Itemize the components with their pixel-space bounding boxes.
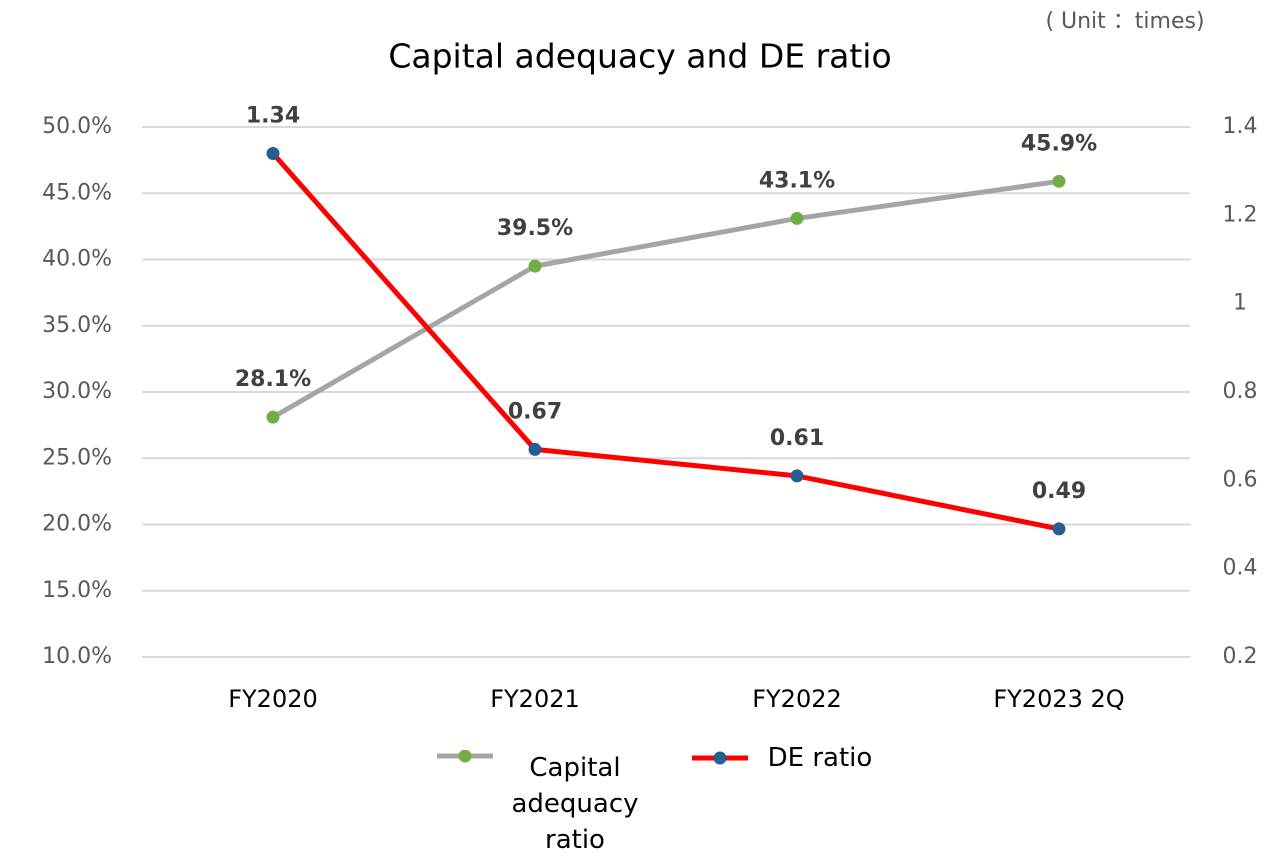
y2-tick-label: 0.4 xyxy=(1223,556,1258,581)
legend-item: Capital adequacy ratio xyxy=(435,750,655,858)
x-tick-label: FY2021 xyxy=(490,685,580,713)
chart-title: Capital adequacy and DE ratio xyxy=(388,37,891,76)
legend-label: Capital adequacy ratio xyxy=(511,753,639,855)
point xyxy=(1052,522,1066,536)
data-label: 1.34 xyxy=(246,104,300,129)
y-tick-label: 20.0% xyxy=(42,512,112,537)
legend-swatch xyxy=(692,751,748,765)
series-line xyxy=(271,178,1060,420)
unit-note: ( Unit ：times) xyxy=(1045,9,1204,34)
y-tick-label: 35.0% xyxy=(42,313,112,338)
point xyxy=(266,410,280,424)
y2-tick-label: 1.4 xyxy=(1223,114,1258,139)
point xyxy=(266,147,280,160)
x-tick-label: FY2020 xyxy=(228,685,318,713)
point xyxy=(790,211,804,225)
point xyxy=(1052,174,1066,188)
y-tick-label: 45.0% xyxy=(42,180,112,205)
data-label: 43.1% xyxy=(759,168,835,193)
y-tick-label: 25.0% xyxy=(42,445,112,470)
y2-tick-label: 1 xyxy=(1233,291,1247,316)
y-tick-label: 30.0% xyxy=(42,379,112,404)
y-tick-label: 10.0% xyxy=(42,644,112,669)
legend-marker xyxy=(458,750,472,763)
data-label: 45.9% xyxy=(1021,131,1097,156)
legend-label: DE ratio xyxy=(767,743,873,773)
y-tick-label: 15.0% xyxy=(42,578,112,603)
y2-tick-label: 0.2 xyxy=(1223,644,1258,669)
legend-swatch xyxy=(437,750,493,763)
legend-marker xyxy=(713,751,727,765)
data-label: 0.49 xyxy=(1032,479,1086,504)
data-label: 39.5% xyxy=(497,216,573,241)
point xyxy=(528,442,542,456)
point xyxy=(528,259,542,273)
series-line xyxy=(271,151,1060,532)
data-label: 28.1% xyxy=(235,367,311,392)
point xyxy=(790,469,804,483)
y-tick-label: 50.0% xyxy=(42,114,112,139)
y2-tick-label: 0.6 xyxy=(1223,467,1258,492)
x-tick-label: FY2023 2Q xyxy=(993,685,1124,713)
x-tick-label: FY2022 xyxy=(752,685,842,713)
data-label: 0.67 xyxy=(508,399,562,424)
legend-item: DE ratio xyxy=(690,740,890,776)
y2-tick-label: 0.8 xyxy=(1223,379,1258,404)
data-label: 0.61 xyxy=(770,426,824,451)
y2-tick-label: 1.2 xyxy=(1223,202,1258,227)
y-tick-label: 40.0% xyxy=(42,247,112,272)
